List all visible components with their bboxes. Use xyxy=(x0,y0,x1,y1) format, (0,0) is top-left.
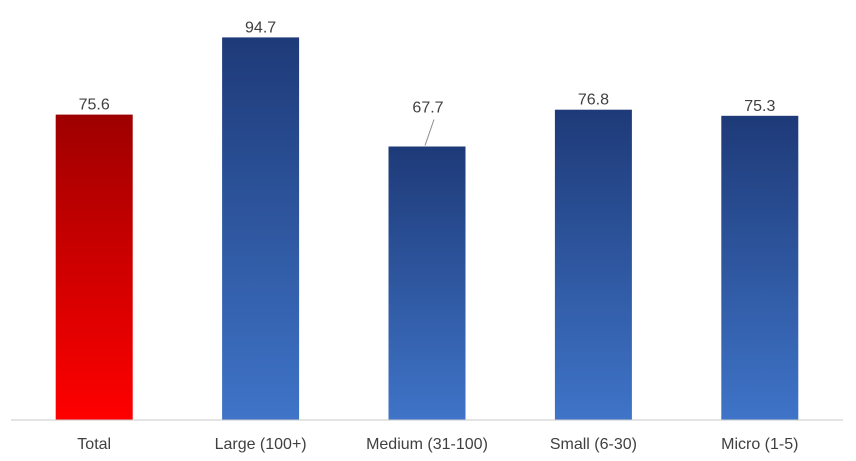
data-label-medium-31-100: 67.7 xyxy=(412,100,443,117)
category-label-small-6-30: Small (6-30) xyxy=(550,436,637,453)
bar-large-100 xyxy=(222,37,300,421)
bar-total xyxy=(55,114,133,420)
data-label-total: 75.6 xyxy=(79,97,110,114)
data-label-small-6-30: 76.8 xyxy=(578,92,609,109)
category-label-medium-31-100: Medium (31-100) xyxy=(366,436,488,453)
data-label-micro-1-5: 75.3 xyxy=(744,98,775,115)
category-label-micro-1-5: Micro (1-5) xyxy=(721,436,798,453)
bar-small-6-30 xyxy=(554,109,632,420)
data-label-large-100: 94.7 xyxy=(245,19,276,36)
category-label-total: Total xyxy=(77,436,111,453)
category-label-large-100: Large (100+) xyxy=(215,436,307,453)
labels-layer: 75.6 Total 94.7 Large (100+) 67.7 Medium (31-… xyxy=(77,19,798,453)
bar-micro-1-5 xyxy=(721,115,799,421)
bar-medium-31-100 xyxy=(388,146,466,420)
bars-layer xyxy=(55,37,799,421)
leader-line-medium-31-100 xyxy=(424,119,435,146)
